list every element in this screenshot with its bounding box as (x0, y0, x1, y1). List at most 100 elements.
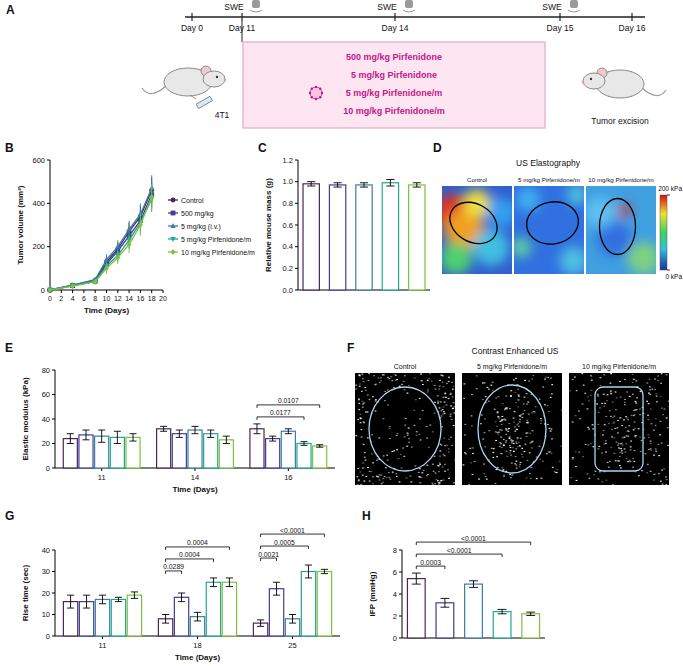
imaging-label: SWE (224, 2, 244, 12)
speckle (514, 392, 516, 393)
error-cap (130, 433, 137, 434)
speckle (360, 471, 362, 472)
elastography-image (586, 186, 656, 274)
speckle (547, 424, 549, 425)
speckle (416, 431, 418, 432)
y-tick (399, 550, 402, 551)
speckle (389, 438, 391, 439)
x-tick (140, 290, 141, 293)
speckle (463, 398, 465, 399)
speckle (622, 437, 624, 438)
figure: ADay 0Day 11Day 14Day 15Day 16SWESWESWE5… (0, 0, 683, 666)
y-tick (399, 594, 402, 595)
speckle (443, 438, 445, 439)
speckle (496, 426, 498, 427)
elastography-image (442, 186, 512, 274)
error-bar (70, 434, 71, 444)
speckle (633, 410, 635, 411)
speckle (510, 447, 512, 448)
significance-bracket (261, 558, 277, 561)
speckle (522, 456, 524, 457)
legend-label: 5 mg/kg (i.v.) (181, 223, 221, 231)
error-bar (390, 180, 391, 187)
tumor-outline (478, 385, 546, 473)
speckle (449, 416, 451, 417)
speckle (437, 480, 439, 481)
speckle (505, 434, 507, 435)
speckle (658, 473, 660, 474)
bar (493, 612, 511, 638)
speckle (616, 441, 618, 442)
error-cap (360, 182, 368, 183)
speckle (434, 456, 436, 457)
bar (269, 589, 283, 636)
speckle (408, 427, 410, 428)
image-blobs (442, 190, 512, 274)
speckle (358, 479, 360, 480)
speckle (393, 450, 395, 451)
speckle (363, 402, 365, 403)
speckle (626, 458, 628, 459)
nanoparticle-dot (319, 88, 321, 90)
speckle (438, 471, 440, 472)
speckle (444, 471, 446, 472)
speckle (501, 424, 503, 425)
timeline-tick (394, 13, 395, 21)
speckle (452, 408, 454, 409)
y-tick-label: 0 (41, 286, 45, 295)
speckle (575, 415, 577, 416)
speckle (634, 421, 636, 422)
error-cap (300, 445, 307, 446)
speckle (463, 383, 465, 384)
speckle (442, 414, 444, 415)
speckle (434, 385, 436, 386)
plot-area (407, 573, 539, 638)
speckle (385, 467, 387, 468)
speckle (365, 390, 367, 391)
speckle (535, 406, 537, 407)
imaging-label: SWE (542, 2, 562, 12)
speckle (571, 421, 573, 422)
speckle (511, 441, 513, 442)
error-cap (526, 612, 535, 613)
speckle (503, 439, 505, 440)
error-bar (117, 431, 118, 443)
speckle (647, 415, 649, 416)
error-bar (197, 612, 198, 621)
y-axis-label: Rise time (sec) (21, 564, 30, 621)
speckle (601, 481, 603, 482)
speckle (529, 452, 531, 453)
speckle (622, 444, 624, 445)
ceus-image (462, 373, 562, 485)
speckle (657, 380, 659, 381)
speckle (440, 375, 442, 376)
tumor-outline (442, 194, 504, 252)
error-bar (304, 442, 305, 446)
speckle (630, 446, 632, 447)
y-tick-label: 80 (42, 366, 50, 375)
x-tick-label: 2 (59, 295, 63, 302)
error-cap (67, 595, 74, 596)
y-tick (399, 572, 402, 573)
speckle (527, 432, 529, 433)
error-cap (269, 441, 276, 442)
plot-area (47, 175, 154, 293)
error-cap (321, 573, 328, 574)
error-cap (226, 586, 233, 587)
speckle (448, 377, 450, 378)
error-cap (114, 431, 121, 432)
speckle (379, 474, 381, 475)
speckle (575, 466, 577, 467)
speckle (452, 389, 454, 390)
error-cap (289, 614, 296, 615)
speckle (377, 476, 379, 477)
error-cap (83, 608, 90, 609)
speckle (444, 393, 446, 394)
speckle (515, 378, 517, 379)
speckle (632, 467, 634, 468)
error-cap (99, 595, 106, 596)
speckle (393, 387, 395, 388)
speckle (359, 375, 361, 376)
speckle (509, 452, 511, 453)
speckle (378, 437, 380, 438)
